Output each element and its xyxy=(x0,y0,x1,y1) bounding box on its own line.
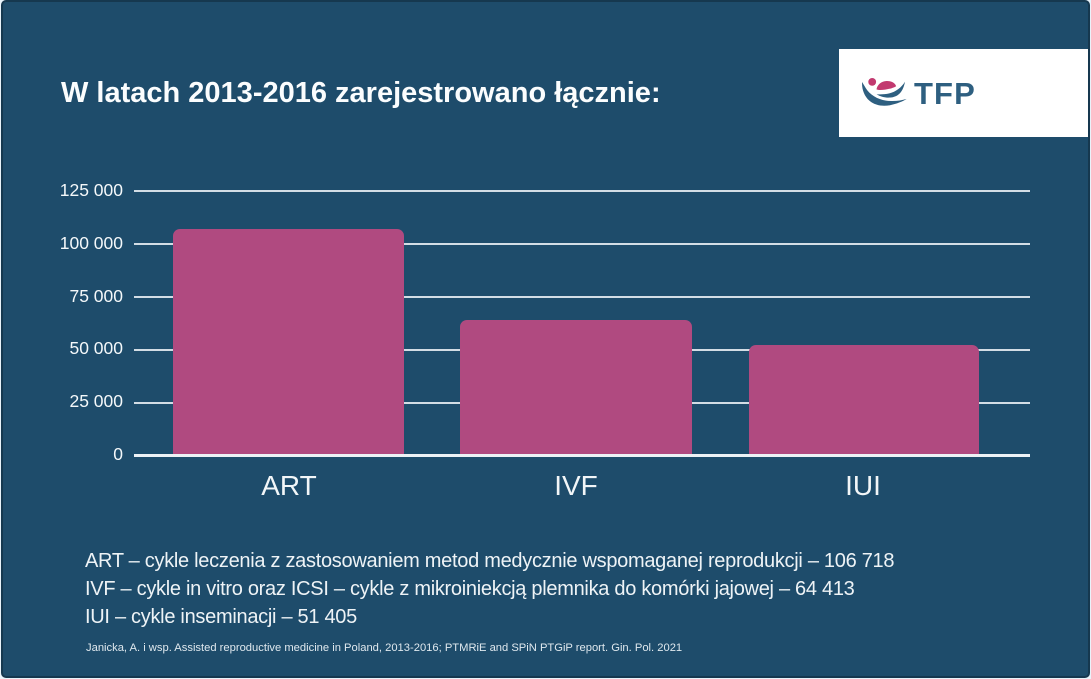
svg-text:TFP: TFP xyxy=(914,76,976,111)
